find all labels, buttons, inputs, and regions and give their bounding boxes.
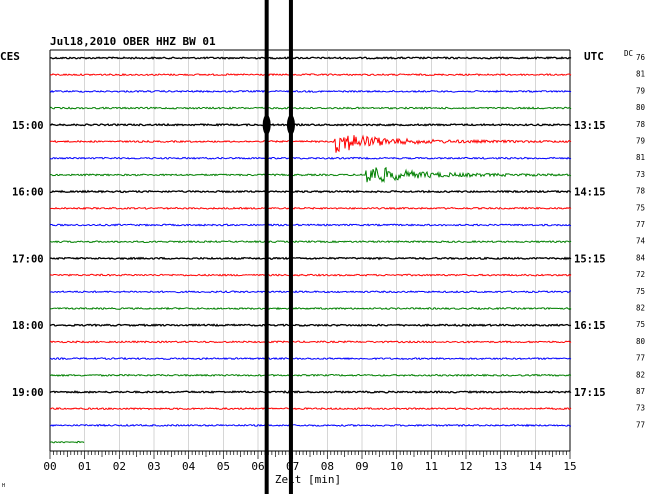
dc-value: 77 — [636, 220, 645, 229]
dc-value: 84 — [636, 253, 646, 262]
dc-value: 74 — [636, 237, 646, 246]
x-tick-label: 06 — [251, 460, 264, 473]
dc-value: 78 — [636, 120, 646, 129]
trace-line — [49, 440, 85, 444]
trace-line — [49, 166, 572, 183]
event-marker-line — [264, 0, 269, 494]
label-layer: 00 01 02 03 04 05 06 07 08 09 10 11 12 13 14 15 15:00 16:… — [12, 53, 646, 473]
dc-value: 75 — [636, 203, 645, 212]
trace-line — [49, 56, 572, 60]
x-tick-label: 00 — [43, 460, 56, 473]
trace-line — [49, 89, 572, 94]
dc-value: 75 — [636, 320, 645, 329]
right-time-label: 15:15 — [574, 253, 606, 265]
trace-line — [49, 356, 572, 361]
dc-value: 76 — [636, 53, 646, 62]
event-marker-blob — [262, 114, 271, 135]
x-tick-label: 14 — [529, 460, 543, 473]
trace-line — [49, 407, 572, 411]
right-time-label: 13:15 — [574, 120, 606, 132]
dc-value: 87 — [636, 387, 645, 396]
trace-line — [49, 323, 572, 328]
x-tick-label: 03 — [147, 460, 160, 473]
dc-value: 82 — [636, 370, 645, 379]
event-marker-blob — [286, 114, 295, 135]
dc-value: 75 — [636, 287, 645, 296]
grid-lines — [49, 49, 571, 451]
x-tick-label: 05 — [217, 460, 230, 473]
chart-title: Jul18,2010 OBER HHZ BW 01 — [50, 35, 216, 48]
trace-line — [49, 189, 572, 194]
trace-line — [49, 223, 572, 227]
dc-value: 77 — [636, 354, 645, 363]
dc-value: 73 — [636, 170, 645, 179]
x-tick-label: 04 — [182, 460, 196, 473]
dc-value: 81 — [636, 153, 645, 162]
dc-value: 80 — [636, 103, 646, 112]
right-timezone-label: UTC — [584, 50, 604, 63]
x-axis-label: Zeit [min] — [275, 473, 341, 486]
dc-value: 77 — [636, 420, 645, 429]
left-time-label: 16:00 — [12, 187, 44, 199]
x-tick-label: 08 — [321, 460, 334, 473]
dc-value: 73 — [636, 404, 645, 413]
left-time-label: 17:00 — [12, 253, 44, 265]
dc-value: 81 — [636, 70, 645, 79]
dc-value: 82 — [636, 304, 645, 313]
trace-line — [49, 390, 572, 394]
footnote-mark: H — [2, 483, 5, 489]
trace-line — [49, 306, 572, 311]
trace-line — [49, 256, 572, 261]
overlay-layer — [262, 0, 295, 494]
x-tick-label: 13 — [494, 460, 507, 473]
trace-layer — [49, 56, 572, 444]
x-tick-label: 15 — [563, 460, 576, 473]
trace-line — [49, 106, 572, 110]
trace-line — [49, 273, 572, 277]
left-timezone-label: CES — [0, 50, 20, 63]
dc-value: 79 — [636, 86, 645, 95]
trace-line — [49, 156, 572, 160]
trace-line — [49, 134, 572, 153]
trace-line — [49, 72, 572, 77]
right-time-label: 16:15 — [574, 320, 606, 332]
trace-line — [49, 206, 572, 211]
trace-line — [49, 373, 572, 378]
x-tick-label: 01 — [78, 460, 91, 473]
left-time-label: 15:00 — [12, 120, 44, 132]
x-tick-label: 02 — [113, 460, 126, 473]
right-time-label: 17:15 — [574, 387, 606, 399]
x-tick-label: 10 — [390, 460, 403, 473]
dc-value: 80 — [636, 337, 646, 346]
dc-header: DC — [624, 49, 633, 58]
x-tick-label: 07 — [286, 460, 299, 473]
x-tick-label: 11 — [425, 460, 438, 473]
x-tick-label: 09 — [355, 460, 368, 473]
event-marker-line — [288, 0, 293, 494]
trace-line — [49, 290, 571, 294]
x-tick-label: 12 — [459, 460, 472, 473]
trace-line — [50, 340, 572, 344]
left-time-label: 19:00 — [12, 387, 44, 399]
trace-line — [49, 122, 572, 127]
dc-value: 78 — [636, 187, 646, 196]
dc-value: 79 — [636, 137, 645, 146]
trace-line — [49, 240, 572, 244]
dc-value: 72 — [636, 270, 645, 279]
trace-line — [50, 423, 572, 428]
left-time-label: 18:00 — [12, 320, 44, 332]
right-time-label: 14:15 — [574, 187, 606, 199]
